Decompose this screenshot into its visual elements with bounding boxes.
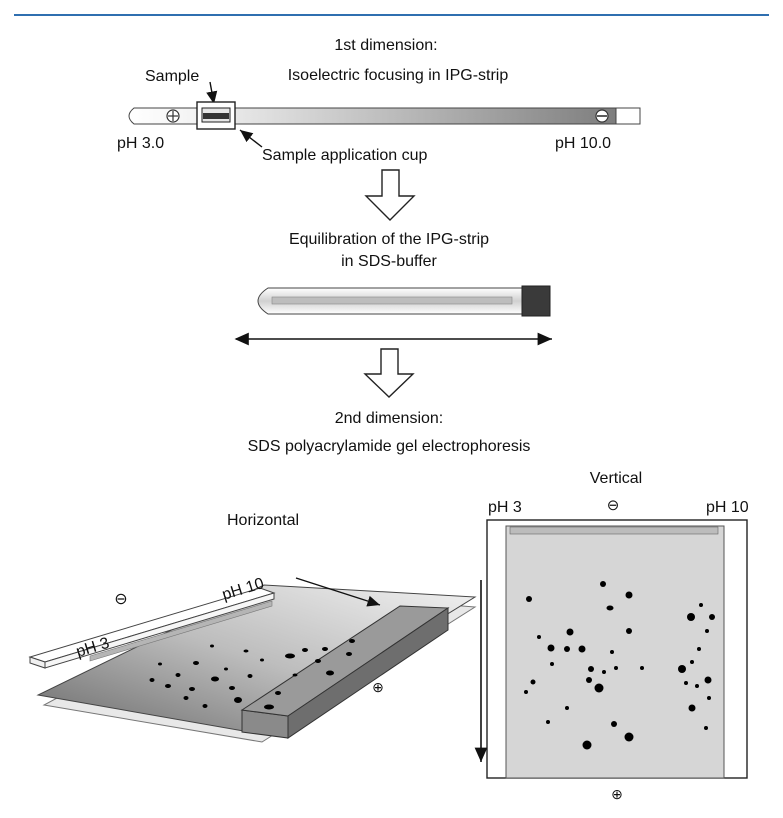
- down-arrow-1: [364, 169, 416, 221]
- horizontal-ipg-strip: [28, 587, 276, 669]
- equilibration-line2: in SDS-buffer: [341, 253, 437, 270]
- horizontal-direction-arrow: [295, 577, 381, 607]
- step3-subheading: SDS polyacrylamide gel electrophoresis: [248, 438, 531, 455]
- vertical-title: Vertical: [590, 470, 642, 487]
- top-rule: [14, 14, 769, 16]
- horizontal-cathode-symbol: ⊖: [114, 591, 127, 608]
- horizontal-title: Horizontal: [227, 512, 299, 529]
- vertical-ph-left: pH 3: [488, 499, 522, 516]
- sample-application-cup: [196, 101, 236, 130]
- cup-label: Sample application cup: [262, 147, 428, 164]
- ipg-strip: [128, 107, 641, 125]
- vertical-cathode-symbol: ⊖: [607, 497, 620, 514]
- cup-pointer: [239, 129, 263, 148]
- equilibration-line1: Equilibration of the IPG-strip: [289, 231, 489, 248]
- horizontal-gel: [36, 584, 477, 743]
- anode-plus-circle-icon: [166, 109, 180, 123]
- sample-pointer: [206, 81, 218, 105]
- cathode-minus-circle-icon: [595, 109, 609, 123]
- step1-subheading: Isoelectric focusing in IPG-strip: [288, 67, 509, 84]
- vertical-gel-frame: [486, 519, 748, 779]
- vertical-anode-symbol: ⊕: [611, 786, 623, 802]
- step3-heading: 2nd dimension:: [335, 410, 444, 427]
- down-arrow-2: [363, 348, 415, 398]
- vertical-gel-spots: [524, 581, 715, 750]
- equilibrated-strip: [257, 285, 551, 317]
- horizontal-anode-symbol: ⊕: [372, 679, 384, 695]
- sample-label: Sample: [145, 68, 199, 85]
- ph-left-label: pH 3.0: [117, 135, 164, 152]
- horizontal-gel-spots: [149, 639, 355, 710]
- ph-right-label: pH 10.0: [555, 135, 611, 152]
- step1-heading: 1st dimension:: [334, 37, 437, 54]
- vertical-ph-right: pH 10: [706, 499, 749, 516]
